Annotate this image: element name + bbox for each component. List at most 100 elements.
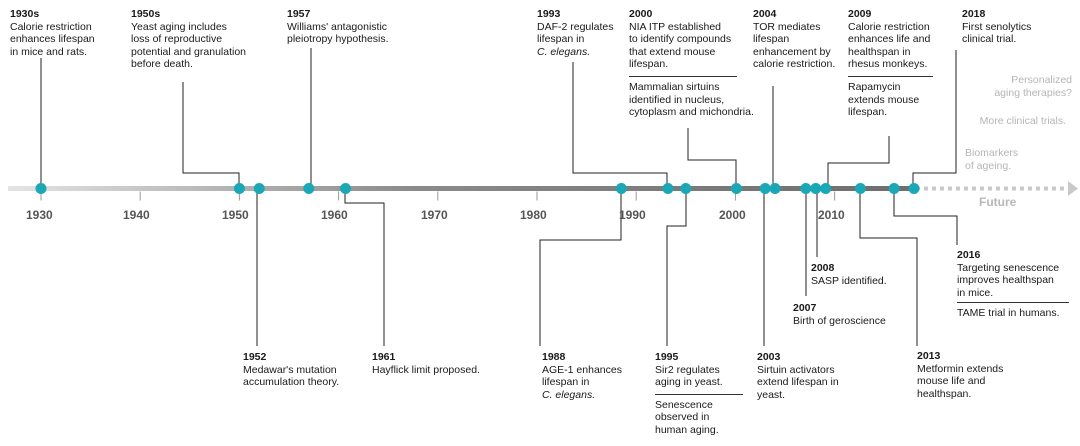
separator [848, 75, 933, 77]
event-year: 2008 [811, 262, 835, 274]
event-year: 1957 [287, 8, 311, 20]
event-text: First senolytics clinical trial. [962, 20, 1032, 46]
timeline-dot [253, 183, 265, 194]
timeline-dot [303, 183, 315, 194]
event-text: Yeast aging includes loss of reproductiv… [131, 20, 247, 71]
connector-1950s [182, 82, 240, 188]
connector-2000 [687, 128, 737, 188]
timeline-axis-line [8, 186, 914, 191]
separator [957, 302, 1069, 304]
event-2003: 2003 Sirtuin activators extend lifespan … [757, 351, 839, 401]
event-text: Williams' antagonistic pleiotropy hypoth… [287, 20, 389, 46]
event-2008: 2008 SASP identified. [811, 262, 887, 287]
timeline-dot [854, 183, 866, 194]
timeline-dot [662, 183, 674, 194]
event-1950s: 1950s Yeast aging includes loss of repro… [131, 8, 246, 71]
event-text: TOR mediates lifespan enhancement by cal… [753, 20, 836, 71]
event-text-secondary: Mammalian sirtuins identified in nucleus… [629, 80, 754, 119]
event-text: Sir2 regulates aging in yeast. [655, 363, 723, 389]
future-item-personalized: Personalized aging therapies? [994, 74, 1072, 99]
connector-2018 [912, 50, 957, 188]
event-1952: 1952 Medawar's mutation accumulation the… [243, 351, 339, 389]
tick-label-1980: 1980 [520, 208, 547, 222]
tick-label-2010: 2010 [818, 208, 845, 222]
connector-1995 [666, 188, 687, 346]
tick-label-1940: 1940 [123, 208, 150, 222]
future-label: Future [979, 195, 1017, 209]
event-text: NIA ITP established to identify compound… [629, 20, 732, 71]
event-text: Calorie restriction enhances lifespan in… [10, 20, 95, 58]
timeline-dot [340, 183, 352, 194]
tick-label-1990: 1990 [619, 208, 646, 222]
event-year: 2009 [848, 8, 872, 20]
event-2004: 2004 TOR mediates lifespan enhancement b… [753, 8, 835, 71]
timeline-dot [888, 183, 900, 194]
connector-2016 [893, 188, 958, 245]
timeline-dot [810, 183, 822, 194]
event-year: 2004 [753, 8, 777, 20]
event-year: 1961 [372, 351, 396, 363]
connector-1988 [539, 188, 622, 346]
event-text-secondary: Senescence observed in human aging. [655, 398, 719, 436]
event-year: 2013 [917, 350, 941, 362]
event-text: AGE-1 enhances lifespan in [542, 363, 622, 389]
timeline-dot [820, 183, 832, 194]
event-2013: 2013 Metformin extends mouse life and he… [917, 350, 1003, 400]
timeline-dot [233, 183, 245, 194]
event-year: 1930s [10, 8, 40, 20]
connector-1993 [572, 62, 668, 188]
event-2018: 2018 First senolytics clinical trial. [962, 8, 1031, 46]
event-text: SASP identified. [811, 274, 887, 287]
event-text: Metformin extends mouse life and healths… [917, 362, 1004, 400]
event-1961: 1961 Hayflick limit proposed. [372, 351, 480, 376]
timeline-dot [615, 183, 627, 194]
event-2009: 2009 Calorie restriction enhances life a… [848, 8, 933, 119]
event-1993: 1993 DAF-2 regulates lifespan in C. eleg… [537, 8, 613, 58]
timeline-dot [908, 183, 920, 194]
timeline-dot [730, 183, 742, 194]
event-text: Medawar's mutation accumulation theory. [243, 363, 340, 389]
event-text-italic: C. elegans. [537, 45, 591, 58]
event-text: Birth of geroscience [793, 314, 886, 327]
event-year: 2016 [957, 249, 981, 261]
event-year: 1993 [537, 8, 561, 20]
event-text: Calorie restriction enhances life and he… [848, 20, 931, 71]
connector-2009 [827, 136, 890, 188]
connector-1961 [344, 188, 385, 346]
separator [655, 393, 743, 395]
event-text-secondary: TAME trial in humans. [957, 307, 1060, 320]
tick-label-2000: 2000 [719, 208, 746, 222]
event-year: 1988 [542, 351, 566, 363]
tick-label-1950: 1950 [222, 208, 249, 222]
timeline-dot [769, 183, 781, 194]
tick-label-1930: 1930 [26, 208, 53, 222]
event-1930s: 1930s Calorie restriction enhances lifes… [10, 8, 95, 58]
event-year: 2018 [962, 8, 986, 20]
tick-label-1960: 1960 [321, 208, 348, 222]
event-year: 2000 [629, 8, 653, 20]
timeline-dot [680, 183, 692, 194]
event-text: Sirtuin activators extend lifespan in ye… [757, 363, 839, 401]
event-2000: 2000 NIA ITP established to identify com… [629, 8, 754, 119]
event-1995: 1995 Sir2 regulates aging in yeast. Sene… [655, 351, 743, 437]
event-year: 1952 [243, 351, 267, 363]
event-text-italic: C. elegans. [542, 388, 596, 401]
event-1988: 1988 AGE-1 enhances lifespan in C. elega… [542, 351, 622, 401]
event-text: Targeting senescence improves healthspan… [957, 261, 1060, 299]
event-year: 2003 [757, 351, 781, 363]
connector-2013 [859, 188, 918, 346]
future-item-biomarkers: Biomarkers of ageing. [965, 147, 1019, 172]
future-item-clinical-trials: More clinical trials. [979, 115, 1066, 127]
event-year: 1995 [655, 351, 679, 363]
timeline-dot [800, 183, 812, 194]
event-year: 2007 [793, 302, 817, 314]
event-year: 1950s [131, 8, 161, 20]
event-1957: 1957 Williams' antagonistic pleiotropy h… [287, 8, 389, 46]
event-2016: 2016 Targeting senescence improves healt… [957, 249, 1069, 320]
timeline-dot [35, 183, 47, 194]
event-text: Hayflick limit proposed. [372, 363, 480, 376]
timeline-dot [759, 183, 771, 194]
event-text-secondary: Rapamycin extends mouse lifespan. [848, 80, 920, 119]
event-2007: 2007 Birth of geroscience [793, 302, 886, 327]
